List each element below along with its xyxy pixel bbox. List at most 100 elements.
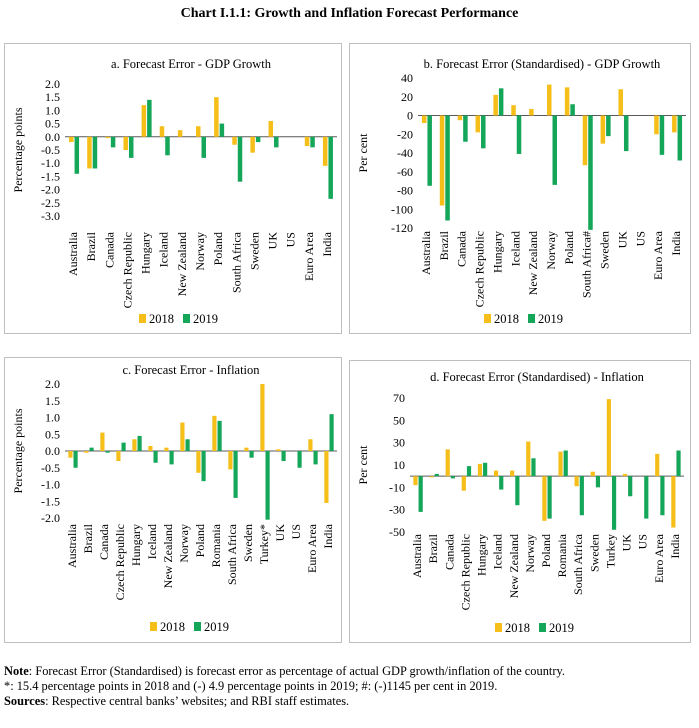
bar-2019 [74,136,80,174]
bar-2019 [418,476,423,512]
y-tick-label: -10 [389,480,405,494]
bar-2018 [439,115,445,206]
bar-2019 [249,451,254,458]
bar-2019 [434,473,439,477]
x-tick-label: South Africa [229,231,243,293]
x-tick-label: Turkey [603,534,617,568]
bar-2018 [574,476,579,487]
y-tick-label: -20 [397,127,413,141]
x-tick-label: US [284,232,298,247]
legend-swatch-2018 [484,314,491,323]
bar-2018 [600,115,606,144]
chart-svg: a. Forecast Error - GDP Growth Percentage… [11,57,337,326]
x-tick-label: Poland [211,232,225,265]
bar-2018 [671,476,676,528]
bar-2018 [304,136,310,147]
chart-panel-inflation-error: c. Forecast Error - Inflation Percentage … [4,357,342,643]
y-tick-label: -100 [391,202,413,216]
legend-label-2019: 2019 [204,620,229,634]
legend-swatch-2018 [139,314,146,323]
y-tick-label: 70 [393,391,405,405]
x-tick-label: Canada [102,231,116,268]
bar-2018 [276,449,281,451]
bar-2019 [570,104,575,116]
y-tick-label: -80 [397,184,413,198]
bar-2018 [324,451,329,503]
bar-2018 [445,449,450,477]
x-tick-label: Sweden [587,534,601,572]
chart-title: c. Forecast Error - Inflation [122,363,260,377]
bar-2018 [529,108,534,116]
x-tick-label: New Zealand [161,524,175,588]
bar-2019 [233,451,238,498]
x-tick-label: Sweden [598,231,612,269]
bar-2019 [89,447,94,451]
bar-2019 [427,115,432,186]
x-tick-label: Australia [419,230,433,275]
x-tick-label: Iceland [145,524,159,559]
y-tick-label: 1.0 [45,411,60,425]
sources-line: Sources: Respective central banks’ websi… [4,694,696,709]
x-tick-label: India [321,523,335,548]
bar-2018 [542,476,547,521]
bar-2019 [516,115,522,154]
bar-2018 [413,476,418,486]
y-tick-label: 0 [407,109,413,123]
bar-2019 [623,115,629,152]
bar-2018 [148,445,153,451]
x-tick-label: Brazil [426,533,440,563]
bar-2019 [217,420,222,451]
bar-2018 [308,439,313,451]
bar-2019 [450,476,455,479]
legend-swatch-2018 [495,623,502,632]
x-tick-label: New Zealand [526,231,540,295]
bar-2019 [463,115,468,142]
bar-2019 [606,115,611,137]
bar-2018 [159,126,165,137]
bar-2018 [177,130,183,137]
bar-2019 [328,136,333,199]
bar-2019 [445,115,450,221]
x-tick-label: Euro Area [302,231,316,281]
bar-2019 [255,136,261,143]
x-tick-label: US [289,524,303,539]
y-tick-label: 0.0 [45,130,60,144]
bar-2019 [169,451,174,465]
bar-2018 [655,453,660,477]
chart-svg: c. Forecast Error - Inflation Percentage … [11,363,337,634]
bar-2018 [105,136,110,139]
x-tick-label: UK [273,524,287,542]
bar-2018 [212,415,217,451]
bar-2018 [547,84,552,116]
bar-2019 [498,88,504,116]
bar-2018 [180,422,185,451]
y-tick-label: 30 [393,436,405,450]
x-tick-label: Australia [66,231,80,276]
bar-2018 [132,439,137,451]
bar-2019 [466,466,472,477]
y-axis-label: Per cent [356,445,370,485]
y-tick-label: -120 [391,221,413,235]
sources-text: : Respective central banks’ websites; an… [45,694,350,708]
note-text: : Forecast Error (Standardised) is forec… [28,664,565,678]
chart-panel-gdp-growth-standardised: b. Forecast Error (Standardised) - GDP G… [349,43,691,334]
bar-2019 [201,451,206,482]
x-tick-label: Euro Area [305,523,319,573]
bar-2018 [260,384,265,451]
bar-2018 [493,470,499,477]
x-tick-label: UK [615,231,629,249]
legend-label-2018: 2018 [494,312,519,326]
bar-2018 [672,115,677,133]
x-tick-label: India [320,231,334,256]
bar-2018 [68,451,73,458]
x-tick-label: Iceland [491,534,505,569]
bar-2019 [73,451,78,468]
x-tick-label: US [633,231,647,246]
y-tick-label: 2.0 [45,377,60,391]
bar-2018 [477,463,483,477]
y-tick-label: -0.5 [41,143,60,157]
bar-2018 [622,473,628,477]
legend-swatch-2018 [150,622,157,631]
bar-2019 [310,136,315,148]
bar-2019 [644,476,649,519]
